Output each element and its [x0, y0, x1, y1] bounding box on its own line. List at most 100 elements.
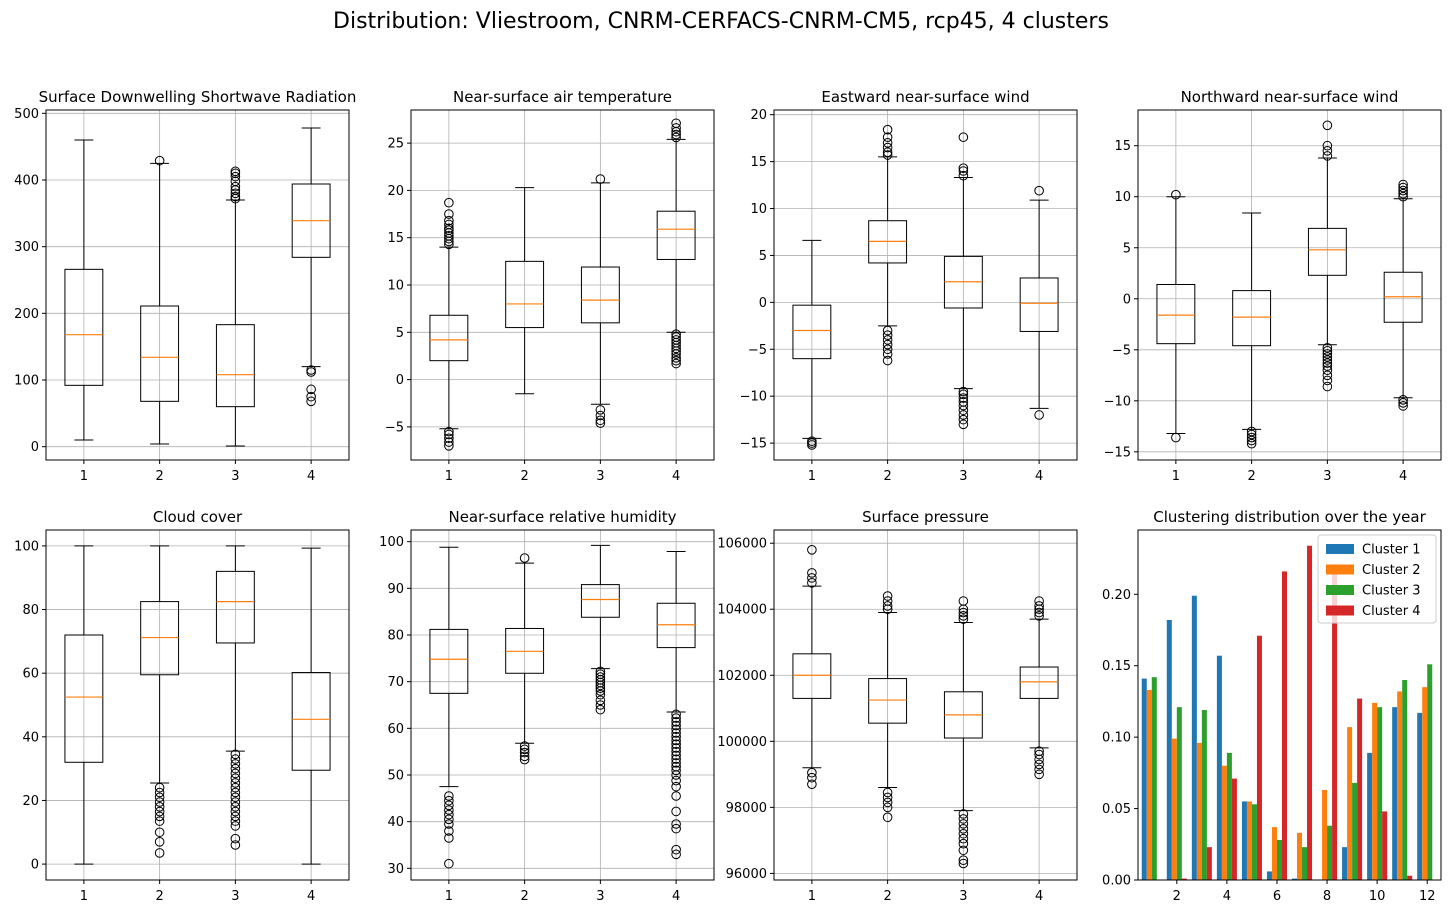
- outlier-point: [958, 170, 969, 181]
- axes-frame: [45, 109, 350, 461]
- outlier-point: [671, 775, 681, 786]
- y-tick-label: 20: [22, 794, 39, 809]
- bar: [1367, 752, 1373, 880]
- outlier-point: [154, 782, 165, 793]
- legend-swatch: [1326, 585, 1354, 595]
- bar: [1166, 620, 1172, 880]
- outlier-point: [671, 358, 681, 369]
- legend-label: Cluster 4: [1362, 604, 1421, 619]
- outlier-point: [154, 837, 165, 847]
- outlier-point: [1322, 355, 1333, 365]
- outlier-point: [958, 824, 969, 834]
- iqr-box: [656, 602, 696, 649]
- outlier-point: [519, 754, 530, 765]
- x-tick-label: 3: [596, 889, 604, 904]
- outlier-point: [519, 751, 530, 762]
- outlier-point: [671, 346, 681, 357]
- outlier-point: [1171, 432, 1181, 443]
- outlier-point: [807, 767, 817, 778]
- x-tick-label: 2: [155, 469, 163, 484]
- bar: [1141, 678, 1147, 880]
- y-tick-label: 10: [1114, 190, 1131, 205]
- y-tick-label: 40: [22, 730, 39, 745]
- outlier-point: [306, 391, 316, 402]
- outlier-point: [444, 809, 454, 820]
- outlier-point: [444, 833, 454, 843]
- outlier-point: [230, 802, 241, 812]
- box-3: [943, 132, 983, 430]
- outlier-point: [595, 405, 606, 415]
- box-1: [64, 545, 104, 865]
- box-4: [291, 127, 331, 407]
- outlier-point: [595, 418, 606, 428]
- box-1: [429, 197, 469, 451]
- box-1: [429, 546, 469, 869]
- legend-label: Cluster 3: [1362, 584, 1421, 599]
- box-2: [868, 124, 908, 366]
- outlier-point: [882, 142, 893, 153]
- iqr-box: [868, 678, 908, 724]
- iqr-box: [215, 324, 255, 408]
- y-tick-label: 15: [750, 155, 767, 170]
- y-tick-label: 100: [379, 535, 404, 550]
- bar: [1201, 710, 1207, 880]
- iqr-box: [1019, 666, 1059, 699]
- outlier-point: [444, 795, 454, 806]
- outlier-point: [671, 731, 681, 742]
- outlier-point: [230, 792, 241, 803]
- bar: [1241, 801, 1247, 880]
- axes-frame: [45, 529, 350, 881]
- outlier-point: [1322, 349, 1333, 359]
- bar: [1357, 698, 1363, 880]
- outlier-point: [444, 805, 454, 815]
- outlier-point: [154, 827, 165, 838]
- outlier-point: [1246, 426, 1257, 437]
- outlier-point: [671, 819, 681, 829]
- outlier-point: [807, 779, 817, 790]
- y-tick-label: −5: [385, 420, 404, 435]
- x-tick-label: 4: [672, 469, 680, 484]
- box-2: [868, 591, 908, 823]
- y-tick-label: 0.20: [1102, 588, 1131, 603]
- outlier-point: [154, 802, 165, 812]
- box-1: [64, 139, 104, 441]
- x-tick-label: 2: [883, 469, 891, 484]
- outlier-point: [1398, 401, 1408, 411]
- outlier-point: [882, 132, 893, 143]
- box-1: [1156, 189, 1196, 443]
- outlier-point: [444, 791, 454, 801]
- outlier-point: [444, 814, 454, 825]
- outlier-point: [1398, 394, 1408, 405]
- outlier-point: [807, 578, 817, 588]
- outlier-point: [882, 596, 893, 606]
- x-tick-label: 1: [808, 889, 816, 904]
- y-tick-label: 104000: [717, 603, 767, 618]
- bar: [1427, 664, 1433, 880]
- outlier-point: [671, 750, 681, 761]
- x-tick-label: 8: [1323, 889, 1331, 904]
- legend-swatch: [1326, 544, 1354, 554]
- bar: [1206, 847, 1212, 880]
- bar: [1176, 707, 1182, 880]
- outlier-point: [671, 739, 681, 750]
- axes-frame: [1137, 109, 1442, 461]
- outlier-point: [671, 123, 681, 133]
- subplot-title: Northward near-surface wind: [1181, 88, 1399, 106]
- outlier-point: [306, 396, 316, 407]
- y-tick-label: 90: [387, 582, 404, 597]
- outlier-point: [882, 349, 893, 359]
- box-4: [291, 547, 331, 865]
- x-tick-label: 2: [520, 889, 528, 904]
- outlier-point: [958, 405, 969, 416]
- bar: [1266, 871, 1272, 880]
- bar: [1226, 752, 1232, 880]
- outlier-point: [595, 695, 606, 706]
- outlier-point: [671, 129, 681, 140]
- y-tick-label: 60: [387, 722, 404, 737]
- box-4: [1019, 185, 1059, 420]
- y-tick-label: 500: [14, 107, 39, 122]
- outlier-point: [230, 782, 241, 793]
- subplot-title: Near-surface relative humidity: [448, 508, 676, 526]
- iqr-box: [215, 570, 255, 644]
- box-4: [1383, 179, 1423, 411]
